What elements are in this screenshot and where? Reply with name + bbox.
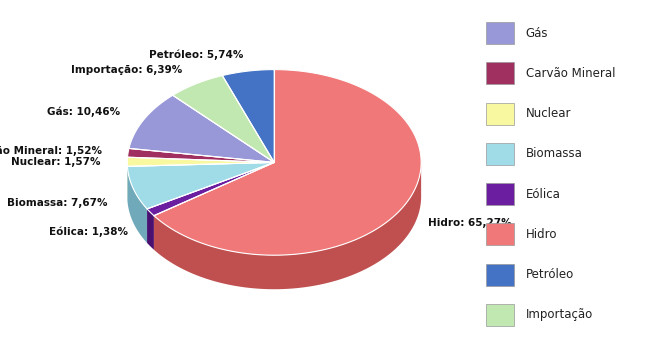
- Polygon shape: [127, 148, 274, 163]
- Polygon shape: [127, 163, 274, 209]
- Polygon shape: [154, 70, 421, 255]
- Polygon shape: [127, 157, 274, 166]
- Polygon shape: [154, 164, 421, 289]
- FancyBboxPatch shape: [486, 223, 514, 245]
- Text: Petróleo: 5,74%: Petróleo: 5,74%: [148, 49, 243, 60]
- Polygon shape: [222, 70, 274, 163]
- FancyBboxPatch shape: [486, 22, 514, 44]
- FancyBboxPatch shape: [486, 62, 514, 84]
- Text: Petróleo: Petróleo: [526, 268, 574, 281]
- Text: Nuclear: 1,57%: Nuclear: 1,57%: [11, 157, 101, 167]
- Polygon shape: [147, 163, 274, 216]
- FancyBboxPatch shape: [486, 143, 514, 165]
- Polygon shape: [173, 76, 274, 163]
- Text: Eólica: Eólica: [526, 188, 560, 201]
- Text: Eólica: 1,38%: Eólica: 1,38%: [49, 226, 128, 237]
- Text: Carvão Mineral: 1,52%: Carvão Mineral: 1,52%: [0, 146, 102, 156]
- Text: Importação: 6,39%: Importação: 6,39%: [71, 65, 182, 75]
- Text: Importação: Importação: [526, 308, 593, 322]
- Text: Biomassa: 7,67%: Biomassa: 7,67%: [7, 198, 108, 208]
- Text: Hidro: Hidro: [526, 228, 557, 241]
- FancyBboxPatch shape: [486, 103, 514, 125]
- Text: Nuclear: Nuclear: [526, 107, 571, 120]
- Polygon shape: [127, 166, 147, 243]
- Text: Gás: Gás: [526, 26, 548, 40]
- FancyBboxPatch shape: [486, 264, 514, 286]
- Polygon shape: [129, 95, 274, 163]
- Text: Hidro: 65,27%: Hidro: 65,27%: [428, 218, 512, 228]
- FancyBboxPatch shape: [486, 183, 514, 205]
- Polygon shape: [147, 209, 154, 250]
- Text: Biomassa: Biomassa: [526, 147, 583, 160]
- Text: Gás: 10,46%: Gás: 10,46%: [47, 106, 120, 117]
- Text: Carvão Mineral: Carvão Mineral: [526, 67, 615, 80]
- FancyBboxPatch shape: [486, 304, 514, 326]
